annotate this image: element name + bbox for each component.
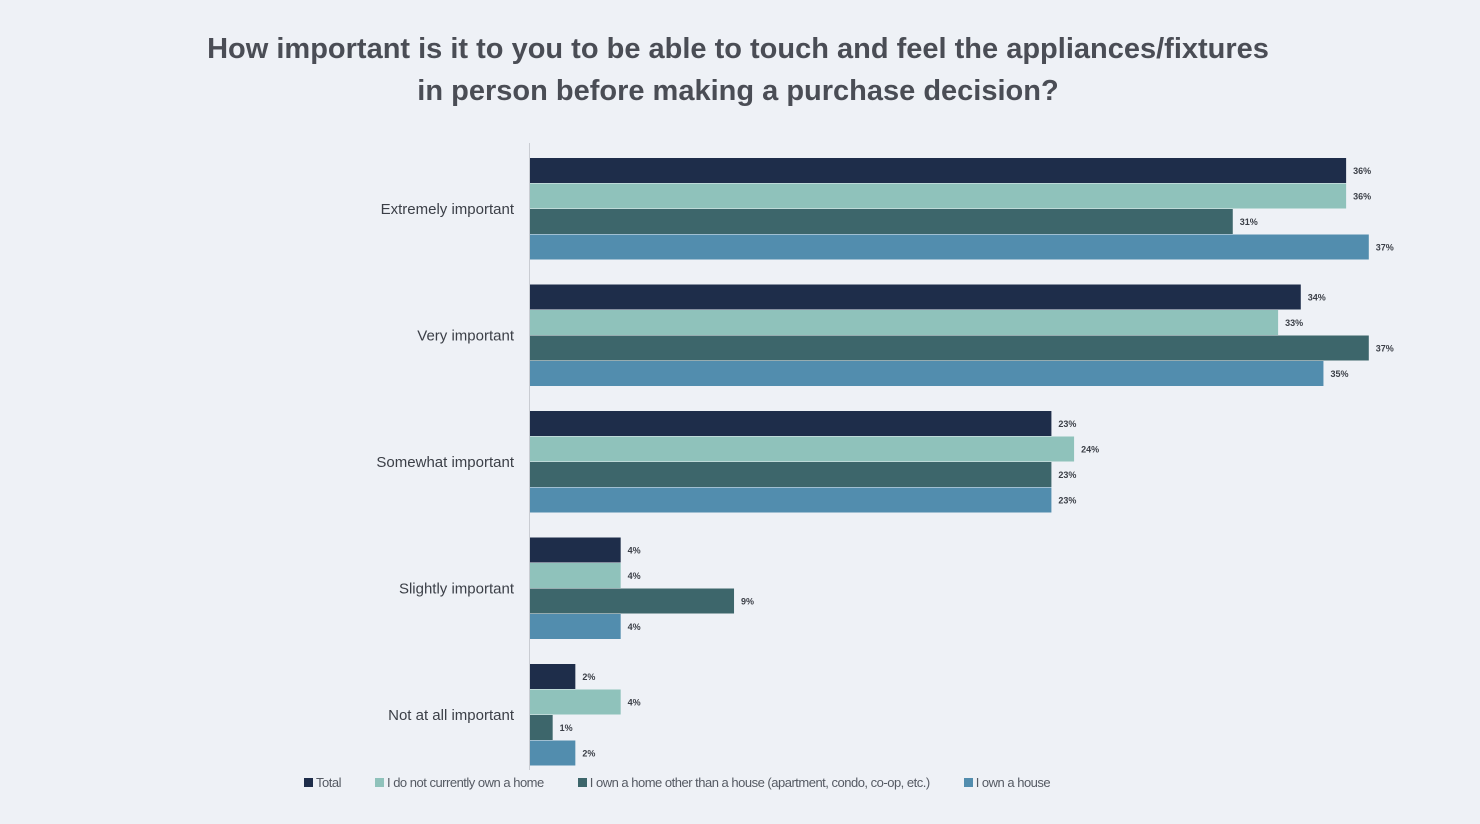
bar bbox=[530, 183, 1347, 209]
category-label: Not at all important bbox=[388, 707, 515, 724]
bar bbox=[530, 537, 621, 563]
data-label: 36% bbox=[1353, 166, 1371, 176]
bar bbox=[530, 563, 621, 588]
bar bbox=[530, 310, 1279, 335]
bar bbox=[530, 689, 621, 715]
legend-swatch bbox=[304, 778, 313, 787]
data-label: 4% bbox=[628, 571, 641, 581]
legend-label: I do not currently own a home bbox=[386, 775, 544, 790]
data-label: 35% bbox=[1330, 369, 1348, 379]
legend: Total I do not currently own a home I own … bbox=[304, 775, 1084, 790]
bar bbox=[530, 335, 1369, 361]
bar bbox=[530, 664, 576, 689]
legend-swatch bbox=[374, 778, 384, 787]
category-label: Extremely important bbox=[381, 201, 515, 218]
data-label: 24% bbox=[1081, 444, 1099, 454]
category-label: Somewhat important bbox=[376, 454, 514, 471]
legend-item: Total bbox=[304, 775, 341, 790]
legend-label: I own a house bbox=[975, 775, 1051, 790]
data-label: 2% bbox=[582, 672, 595, 682]
bar bbox=[530, 740, 576, 766]
legend-label: Total bbox=[316, 775, 341, 790]
data-label: 37% bbox=[1376, 343, 1394, 353]
data-label: 9% bbox=[741, 596, 754, 606]
data-label: 4% bbox=[628, 622, 641, 632]
data-label: 31% bbox=[1240, 217, 1258, 227]
data-label: 23% bbox=[1058, 495, 1076, 505]
legend-swatch bbox=[577, 778, 587, 787]
category-label: Very important bbox=[417, 328, 515, 345]
bar bbox=[530, 614, 621, 639]
data-label: 37% bbox=[1376, 242, 1394, 252]
bar bbox=[530, 487, 1052, 513]
bar bbox=[530, 588, 735, 614]
data-label: 1% bbox=[560, 723, 573, 733]
data-label: 36% bbox=[1353, 191, 1371, 201]
legend-label: I own a home other than a house (apartme… bbox=[589, 775, 930, 790]
data-label: 4% bbox=[628, 545, 641, 555]
data-label: 23% bbox=[1058, 419, 1076, 429]
bar bbox=[530, 411, 1052, 436]
bar bbox=[530, 462, 1052, 487]
chart-title-line-1: How important is it to you to be able to… bbox=[207, 33, 1269, 65]
legend-item: I own a house bbox=[963, 775, 1051, 790]
data-label: 33% bbox=[1285, 318, 1303, 328]
data-label: 23% bbox=[1058, 470, 1076, 480]
bar bbox=[530, 284, 1301, 310]
data-label: 4% bbox=[628, 697, 641, 707]
category-label: Slightly important bbox=[399, 581, 515, 598]
bar bbox=[530, 436, 1075, 462]
bar bbox=[530, 234, 1369, 260]
legend-swatch bbox=[963, 778, 973, 787]
bar bbox=[530, 361, 1324, 386]
legend-item: I do not currently own a home bbox=[374, 775, 544, 790]
bar bbox=[530, 715, 553, 740]
data-label: 2% bbox=[582, 748, 595, 758]
bar bbox=[530, 158, 1347, 183]
data-label: 34% bbox=[1308, 292, 1326, 302]
bar bbox=[530, 209, 1233, 234]
chart-title-line-2: in person before making a purchase decis… bbox=[417, 75, 1059, 107]
legend-item: I own a home other than a house (apartme… bbox=[577, 775, 930, 790]
chart-title: How important is it to you to be able to… bbox=[0, 28, 1476, 112]
